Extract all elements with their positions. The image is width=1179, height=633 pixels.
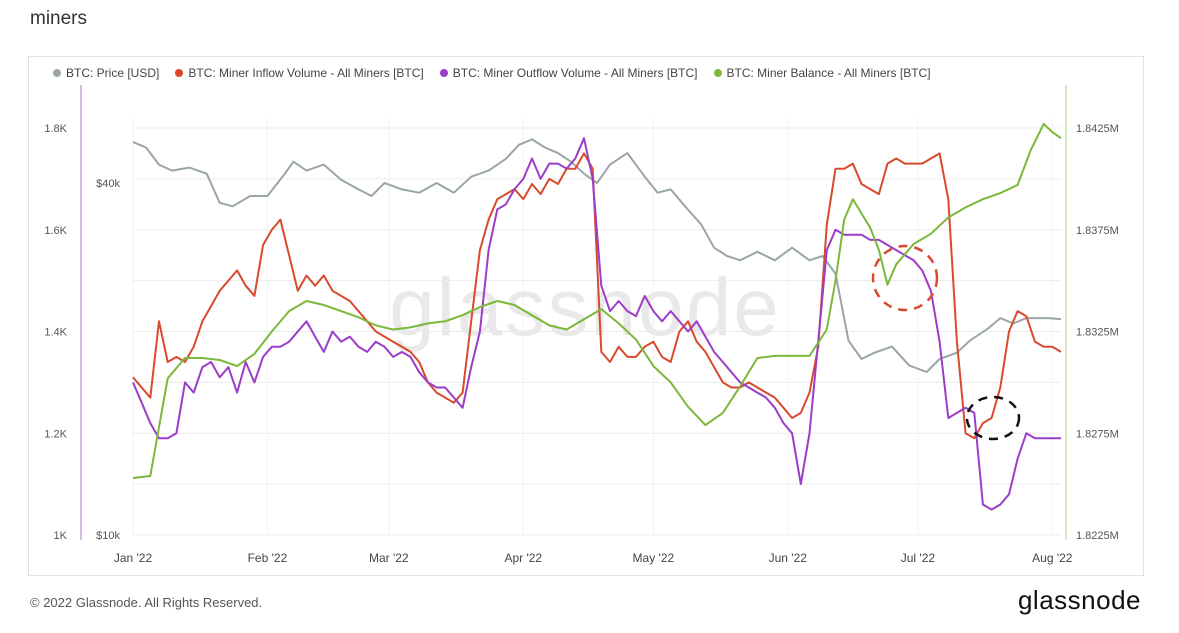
legend-item-inflow[interactable]: BTC: Miner Inflow Volume - All Miners [B… <box>175 66 424 80</box>
brand-logo: glassnode <box>1017 585 1141 615</box>
legend-label: BTC: Miner Inflow Volume - All Miners [B… <box>188 66 424 80</box>
legend-item-outflow[interactable]: BTC: Miner Outflow Volume - All Miners [… <box>439 66 698 80</box>
copyright-text: © 2022 Glassnode. All Rights Reserved. <box>30 595 263 610</box>
page-title: miners <box>30 8 88 29</box>
legend-item-balance[interactable]: BTC: Miner Balance - All Miners [BTC] <box>713 66 931 80</box>
legend-dot-icon <box>439 69 448 77</box>
chart-legend: BTC: Price [USD] BTC: Miner Inflow Volum… <box>53 66 931 80</box>
legend-label: BTC: Miner Balance - All Miners [BTC] <box>726 66 931 80</box>
legend-label: BTC: Miner Outflow Volume - All Miners [… <box>452 66 698 80</box>
legend-dot-icon <box>53 69 61 77</box>
legend-dot-icon <box>713 69 722 77</box>
chart-frame <box>28 56 1144 576</box>
legend-dot-icon <box>175 69 184 77</box>
legend-item-price[interactable]: BTC: Price [USD] <box>53 66 159 80</box>
legend-label: BTC: Price [USD] <box>66 66 160 80</box>
